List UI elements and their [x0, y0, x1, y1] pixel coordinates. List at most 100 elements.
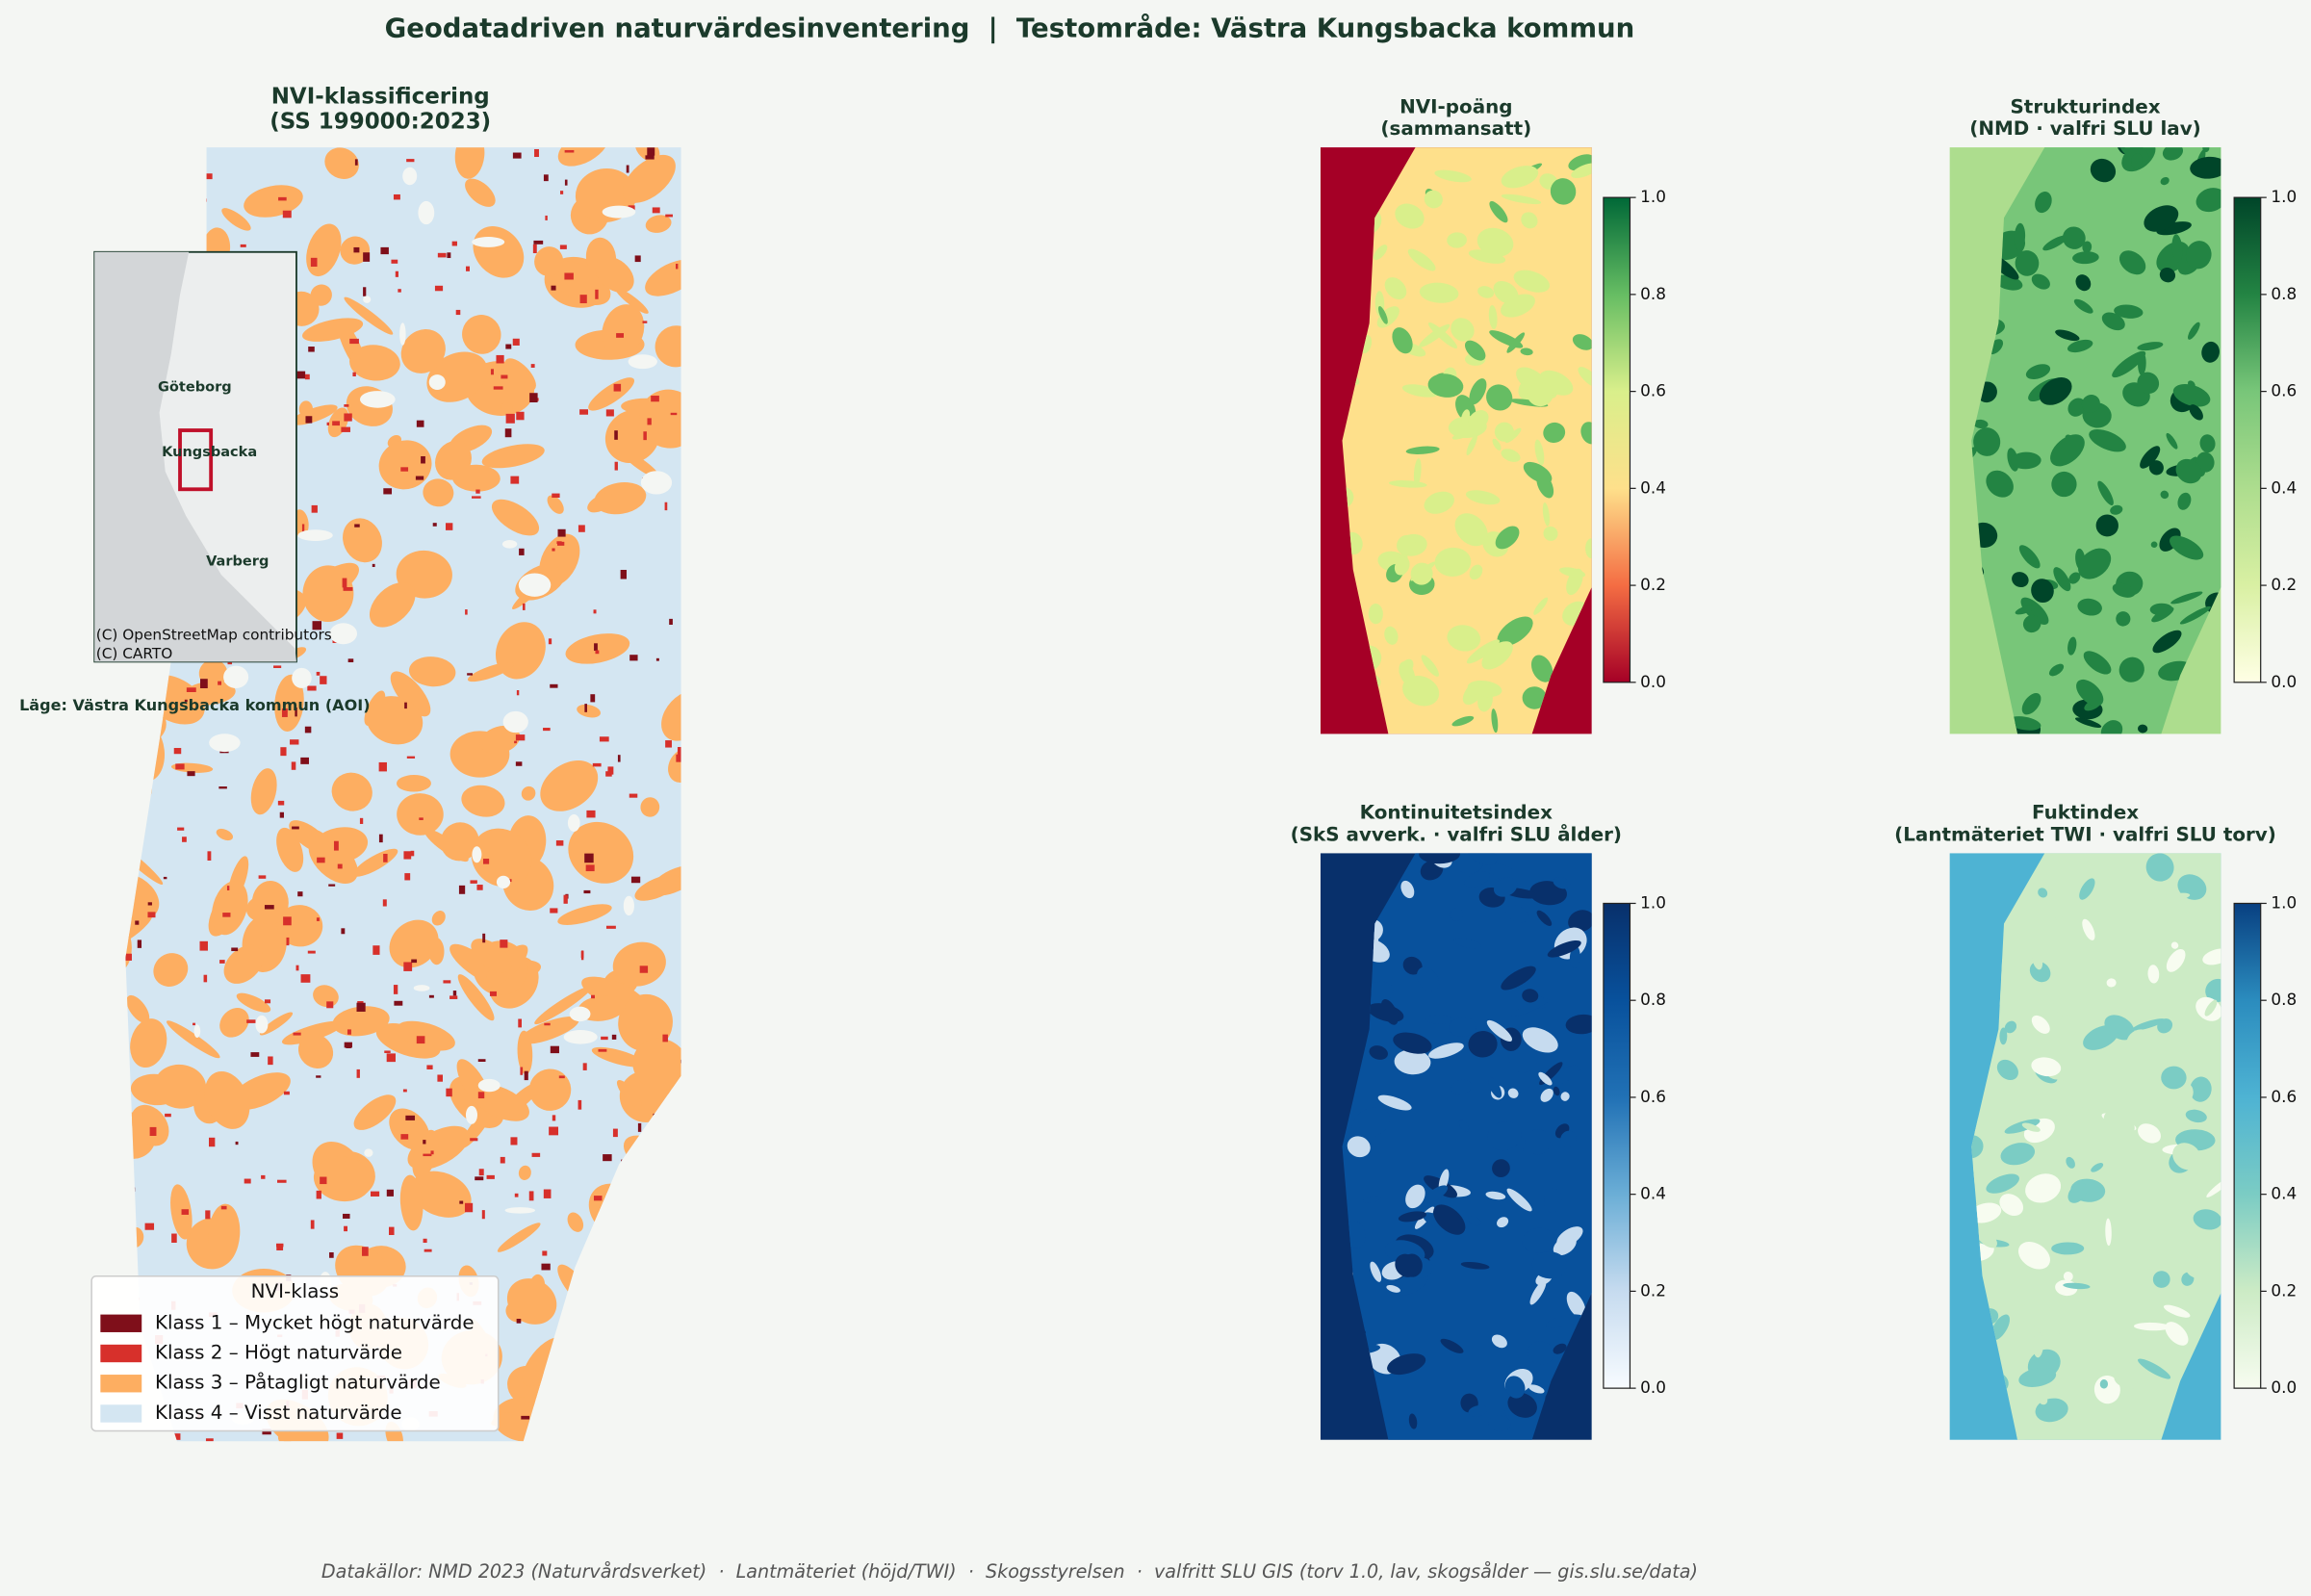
raster-patch — [1406, 690, 1419, 703]
patch — [300, 974, 311, 983]
raster-patch — [2103, 1110, 2135, 1137]
colorbar-tick-label: 0.2 — [2271, 575, 2297, 594]
patch — [543, 1189, 552, 1198]
panel: Kontinuitetsindex(SkS avverk. · valfri S… — [1291, 802, 1666, 1440]
raster-patch — [1342, 486, 1354, 509]
patch — [332, 1006, 390, 1037]
raster-patch — [2170, 941, 2179, 949]
patch — [219, 1008, 249, 1038]
patch — [283, 1091, 290, 1095]
patch — [131, 1104, 169, 1146]
patch — [246, 1019, 256, 1023]
raster-patch — [2112, 350, 2146, 378]
patch — [251, 880, 289, 925]
patch — [393, 985, 398, 994]
raster-patch — [2022, 614, 2041, 633]
raster-patch — [1402, 956, 1423, 975]
patch — [634, 255, 641, 263]
panel-title: Kontinuitetsindex — [1360, 802, 1553, 824]
lake — [399, 322, 406, 346]
raster-patch — [1488, 305, 1498, 330]
raster-patch — [1433, 1204, 1466, 1235]
colorbar-tick-label: 0.2 — [2271, 1280, 2297, 1300]
lake — [402, 167, 418, 186]
patch — [586, 810, 596, 818]
patch — [199, 679, 208, 689]
patch — [548, 638, 552, 645]
patch — [680, 1059, 681, 1064]
raster-patch — [1489, 200, 1508, 223]
panel-title: NVI-poäng — [1399, 95, 1512, 117]
raster-patch — [1538, 1071, 1553, 1086]
patch — [297, 891, 303, 897]
patch — [389, 1226, 395, 1236]
patch — [466, 266, 470, 271]
patch — [521, 785, 536, 801]
patch — [668, 748, 681, 783]
raster-patch — [2185, 1257, 2213, 1279]
patch — [665, 214, 673, 218]
patch — [534, 148, 539, 158]
colorbar-tick-label: 0.4 — [1640, 1184, 1666, 1203]
raster-patch — [1542, 502, 1551, 527]
patch — [465, 178, 496, 207]
patch — [193, 1022, 195, 1026]
patch — [616, 1079, 642, 1109]
patch — [398, 289, 401, 293]
patch — [130, 1018, 167, 1068]
patch — [250, 1052, 260, 1057]
patch — [184, 699, 188, 703]
raster-patch — [1468, 410, 1489, 430]
lake — [477, 1078, 501, 1093]
patch — [443, 980, 451, 984]
patch — [454, 147, 485, 179]
patch — [400, 1134, 409, 1140]
raster-patch — [1467, 1216, 1481, 1226]
patch — [310, 257, 318, 268]
raster-patch — [2195, 451, 2215, 473]
patch — [471, 828, 532, 888]
patch — [408, 656, 456, 687]
raster-patch — [1585, 538, 1592, 559]
raster-patch — [2029, 961, 2051, 983]
patch — [370, 1191, 380, 1197]
patch — [363, 252, 371, 262]
raster-patch — [1501, 294, 1535, 318]
legend: NVI-klass Klass 1 – Mycket högt naturvär… — [90, 1275, 500, 1432]
patch — [605, 771, 612, 777]
legend-swatch — [100, 1344, 142, 1363]
figure-title: Geodatadriven naturvärdesinventering | T… — [385, 13, 1635, 44]
colorbar-tick-label: 0.8 — [1640, 990, 1666, 1009]
patch — [332, 781, 349, 797]
patch — [549, 1126, 559, 1136]
patch — [399, 1174, 424, 1231]
patch — [591, 1046, 646, 1068]
raster-patch — [2152, 630, 2182, 654]
patch — [218, 681, 222, 685]
patch — [144, 1223, 155, 1230]
patch — [276, 905, 323, 947]
patch — [280, 747, 287, 757]
raster-patch — [1450, 908, 1463, 921]
raster-patch — [2008, 716, 2041, 731]
raster-patch — [1451, 1079, 1473, 1095]
raster-patch — [1384, 626, 1399, 645]
colorbar-tick-label: 0.8 — [2271, 990, 2297, 1009]
patch — [550, 908, 558, 914]
raster-patch — [1380, 999, 1399, 1025]
patch — [471, 939, 512, 973]
patch — [647, 147, 655, 156]
patch — [497, 1223, 541, 1252]
patch — [645, 259, 681, 296]
raster-patch — [1424, 190, 1443, 209]
raster-patch — [2118, 250, 2146, 275]
patch — [221, 208, 251, 231]
raster-patch — [2053, 567, 2071, 592]
patch — [172, 1433, 181, 1440]
patch — [402, 1089, 407, 1093]
patch — [396, 775, 431, 792]
patch — [349, 338, 359, 345]
patch — [632, 1038, 681, 1091]
raster-patch — [2175, 458, 2202, 484]
patch — [341, 928, 346, 935]
